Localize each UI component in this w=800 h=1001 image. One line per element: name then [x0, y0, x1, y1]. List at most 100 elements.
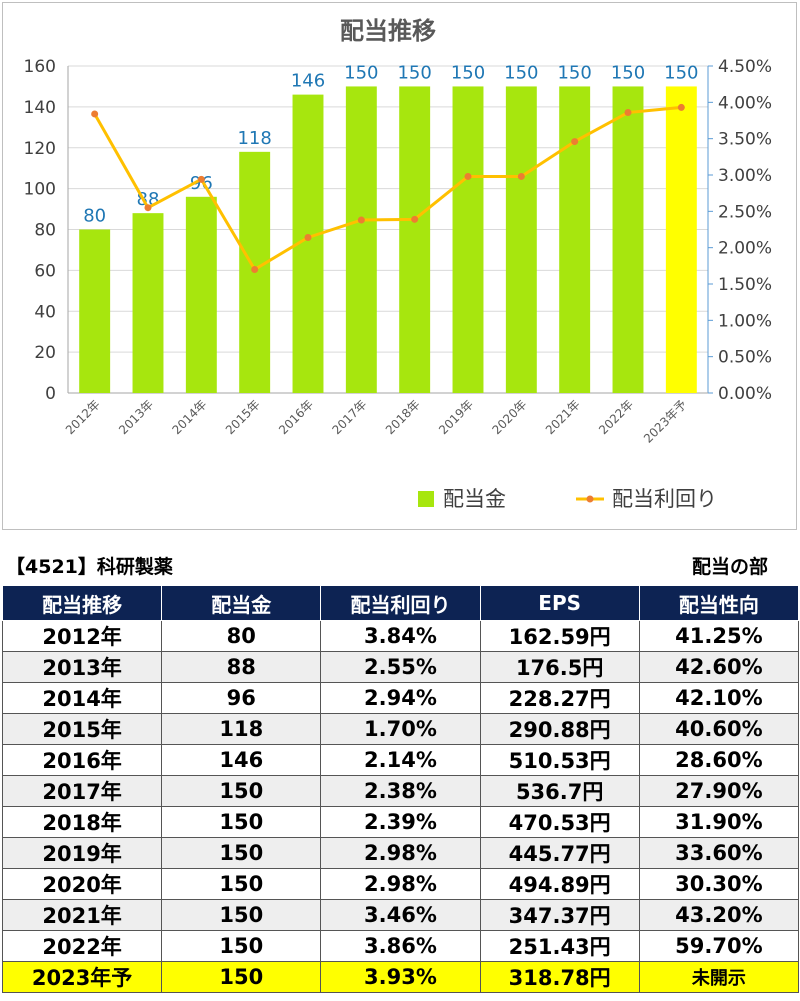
- yield-point: [197, 175, 205, 183]
- bar: [665, 86, 697, 393]
- table-row: 2015年 118 1.70% 290.88円 40.60%: [1, 713, 800, 745]
- y-left-tick-label: 80: [34, 221, 56, 241]
- cell-payout: 42.10%: [638, 682, 800, 714]
- y-left-tick-label: 20: [34, 343, 56, 363]
- x-tick-label: 2019年: [436, 397, 476, 437]
- cell-dividend: 150: [161, 837, 322, 869]
- table-row: 2017年 150 2.38% 536.7円 27.90%: [1, 775, 800, 807]
- cell-payout: 28.60%: [638, 744, 800, 776]
- legend-swatch-dividend: [418, 491, 434, 507]
- y-left-tick-label: 100: [24, 180, 56, 200]
- cell-dividend: 80: [161, 620, 322, 652]
- bar: [345, 86, 377, 393]
- cell-year: 2020年: [1, 868, 163, 900]
- cell-yield: 3.86%: [320, 930, 481, 962]
- bar-data-label: 150: [344, 62, 378, 83]
- bar: [185, 196, 217, 393]
- cell-payout: 33.60%: [638, 837, 800, 869]
- table-row: 2019年 150 2.98% 445.77円 33.60%: [1, 837, 800, 869]
- dividend-chart: 配当推移 0 20 40 60 80 100 120 140 160 0.00% 0.50% 1.00%…: [24, 17, 772, 511]
- cell-eps: 162.59円: [479, 620, 640, 652]
- cell-payout: 30.30%: [638, 868, 800, 900]
- cell-year: 2014年: [1, 682, 163, 714]
- yield-point: [464, 172, 472, 180]
- table-row: 2018年 150 2.39% 470.53円 31.90%: [1, 806, 800, 838]
- cell-dividend: 118: [161, 713, 322, 745]
- cell-payout: 27.90%: [638, 775, 800, 807]
- legend-marker-yield: [586, 495, 594, 503]
- table-row: 2012年 80 3.84% 162.59円 41.25%: [1, 620, 800, 652]
- y-right-tick-label: 2.00%: [718, 239, 772, 259]
- x-tick-label: 2012年: [63, 397, 103, 437]
- y-right-tick-label: 1.50%: [718, 275, 772, 295]
- cell-yield: 3.84%: [320, 620, 481, 652]
- y-right-tick-label: 4.50%: [718, 57, 772, 77]
- cell-eps: 318.78円: [479, 961, 640, 993]
- cell-dividend: 146: [161, 744, 322, 776]
- cell-payout: 42.60%: [638, 651, 800, 683]
- cell-payout: 41.25%: [638, 620, 800, 652]
- x-tick-label: 2018年: [383, 397, 423, 437]
- company-name: 【4521】科研製薬: [6, 556, 173, 578]
- cell-dividend: 96: [161, 682, 322, 714]
- bar: [399, 86, 431, 393]
- y-right-tick-label: 1.00%: [718, 311, 772, 331]
- cell-yield: 2.98%: [320, 837, 481, 869]
- x-tick-label: 2021年: [543, 397, 583, 437]
- yield-point: [517, 172, 525, 180]
- table-header-row: 配当推移 配当金 配当利回り EPS 配当性向: [1, 585, 800, 621]
- cell-year: 2022年: [1, 930, 163, 962]
- cell-eps: 347.37円: [479, 899, 640, 931]
- bar: [612, 86, 644, 393]
- cell-yield: 3.46%: [320, 899, 481, 931]
- cell-yield: 3.93%: [320, 961, 481, 993]
- cell-yield: 2.38%: [320, 775, 481, 807]
- cell-payout: 59.70%: [638, 930, 800, 962]
- bar: [505, 86, 537, 393]
- bar-data-label: 150: [451, 62, 485, 83]
- col-header-dividend: 配当金: [161, 585, 322, 621]
- bar-data-label: 150: [611, 62, 645, 83]
- cell-payout: 43.20%: [638, 899, 800, 931]
- y-left-tick-label: 120: [24, 139, 56, 159]
- bar-data-label: 150: [504, 62, 538, 83]
- col-header-eps: EPS: [479, 585, 640, 621]
- y-right-tick-label: 3.50%: [718, 130, 772, 150]
- cell-eps: 470.53円: [479, 806, 640, 838]
- cell-year: 2019年: [1, 837, 163, 869]
- cell-payout: 31.90%: [638, 806, 800, 838]
- cell-year: 2021年: [1, 899, 163, 931]
- yield-point: [677, 103, 685, 111]
- cell-dividend: 150: [161, 868, 322, 900]
- cell-yield: 1.70%: [320, 713, 481, 745]
- section-title: 配当の部: [691, 556, 768, 578]
- x-tick-label: 2023年予: [641, 397, 689, 445]
- yield-point: [411, 215, 419, 223]
- bar-data-label: 150: [397, 62, 431, 83]
- legend-label-dividend: 配当金: [443, 487, 506, 511]
- x-tick-label: 2014年: [169, 397, 209, 437]
- yield-point: [144, 204, 152, 212]
- x-tick-label: 2013年: [116, 397, 156, 437]
- cell-dividend: 88: [161, 651, 322, 683]
- cell-eps: 445.77円: [479, 837, 640, 869]
- y-left-tick-label: 40: [34, 302, 56, 322]
- cell-yield: 2.14%: [320, 744, 481, 776]
- bar-data-label: 150: [664, 62, 698, 83]
- bar-data-label: 150: [557, 62, 591, 83]
- cell-yield: 2.55%: [320, 651, 481, 683]
- table-row: 2014年 96 2.94% 228.27円 42.10%: [1, 682, 800, 714]
- y-left-tick-label: 0: [45, 384, 56, 404]
- cell-dividend: 150: [161, 930, 322, 962]
- yield-point: [91, 110, 99, 118]
- y-left-tick-label: 60: [34, 261, 56, 281]
- y-right-tick-label: 0.50%: [718, 348, 772, 368]
- y-right-tick-label: 0.00%: [718, 384, 772, 404]
- cell-eps: 494.89円: [479, 868, 640, 900]
- cell-dividend: 150: [161, 961, 322, 993]
- x-tick-label: 2017年: [329, 397, 369, 437]
- cell-year: 2017年: [1, 775, 163, 807]
- table-row: 2022年 150 3.86% 251.43円 59.70%: [1, 930, 800, 962]
- cell-eps: 536.7円: [479, 775, 640, 807]
- bar: [79, 229, 111, 393]
